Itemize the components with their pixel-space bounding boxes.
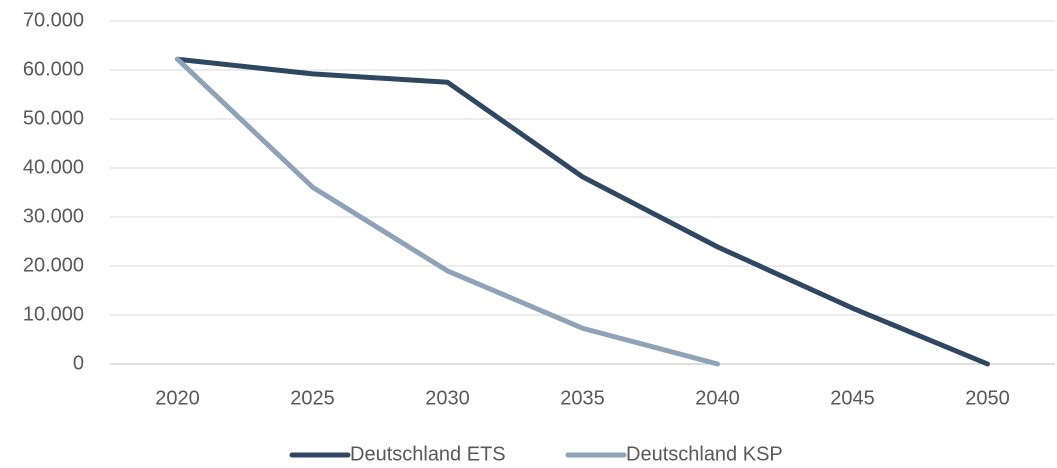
y-tick-label: 60.000 [23,58,84,80]
legend-label: Deutschland KSP [626,443,783,465]
x-tick-label: 2030 [425,387,470,409]
y-tick-label: 40.000 [23,156,84,178]
y-tick-label: 0 [73,352,84,374]
y-tick-label: 50.000 [23,107,84,129]
y-tick-label: 10.000 [23,303,84,325]
x-tick-label: 2020 [155,387,200,409]
y-tick-label: 20.000 [23,254,84,276]
x-tick-label: 2040 [695,387,740,409]
x-tick-label: 2045 [830,387,875,409]
series-line [175,56,720,367]
y-tick-label: 70.000 [23,9,84,31]
x-tick-label: 2035 [560,387,605,409]
y-tick-label: 30.000 [23,205,84,227]
x-tick-label: 2025 [290,387,335,409]
series-line [175,56,990,367]
x-tick-label: 2050 [965,387,1010,409]
legend-label: Deutschland ETS [350,443,506,465]
